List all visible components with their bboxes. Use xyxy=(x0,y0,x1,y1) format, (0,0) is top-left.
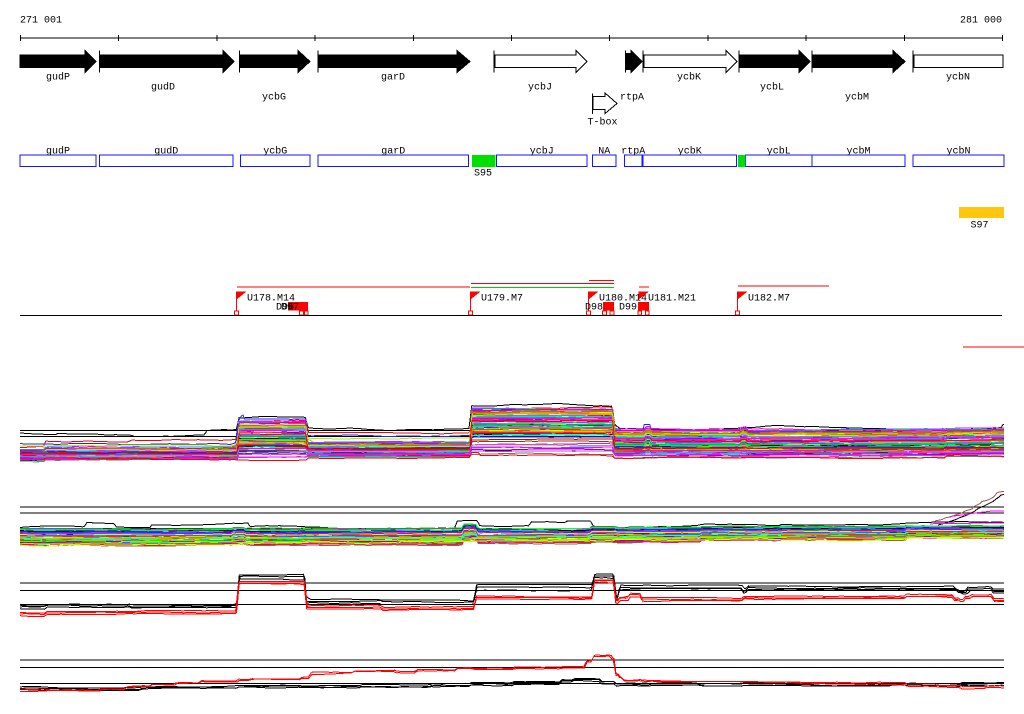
svg-text:271 001: 271 001 xyxy=(20,16,62,27)
svg-text:ycbM: ycbM xyxy=(845,92,869,104)
svg-text:ycbK: ycbK xyxy=(677,72,701,84)
svg-text:NA: NA xyxy=(598,147,610,158)
svg-text:gudD: gudD xyxy=(151,82,175,94)
svg-text:gudP: gudP xyxy=(46,72,70,84)
svg-text:U180.M14: U180.M14 xyxy=(599,294,647,305)
svg-text:D96: D96 xyxy=(276,303,294,314)
svg-text:ycbG: ycbG xyxy=(262,92,286,104)
svg-text:T-box: T-box xyxy=(588,117,618,129)
svg-text:gudD: gudD xyxy=(154,146,178,158)
svg-text:ycbM: ycbM xyxy=(847,146,871,158)
svg-text:S95: S95 xyxy=(474,169,492,180)
svg-text:ycbN: ycbN xyxy=(947,146,971,158)
svg-text:U178.M14: U178.M14 xyxy=(247,294,295,305)
svg-text:rtpA: rtpA xyxy=(620,93,644,104)
svg-text:garD: garD xyxy=(381,147,405,158)
svg-text:ycbJ: ycbJ xyxy=(530,146,554,158)
svg-text:ycbL: ycbL xyxy=(760,82,784,94)
svg-text:gudP: gudP xyxy=(46,146,70,158)
svg-text:ycbL: ycbL xyxy=(767,146,791,158)
svg-text:ycbJ: ycbJ xyxy=(528,82,552,94)
svg-text:U181.M21: U181.M21 xyxy=(648,294,696,305)
svg-text:D98: D98 xyxy=(585,303,603,314)
svg-text:281 000: 281 000 xyxy=(960,16,1002,27)
svg-text:D97: D97 xyxy=(281,303,299,314)
svg-text:ycbN: ycbN xyxy=(946,72,970,84)
svg-text:ycbK: ycbK xyxy=(678,146,702,158)
svg-text:ycbG: ycbG xyxy=(263,146,287,158)
svg-text:U179.M7: U179.M7 xyxy=(481,294,523,305)
svg-text:garD: garD xyxy=(381,73,405,84)
svg-text:D99: D99 xyxy=(619,303,637,314)
svg-text:S97: S97 xyxy=(971,221,989,232)
svg-text:U182.M7: U182.M7 xyxy=(748,294,790,305)
svg-text:rtpA: rtpA xyxy=(621,147,645,158)
